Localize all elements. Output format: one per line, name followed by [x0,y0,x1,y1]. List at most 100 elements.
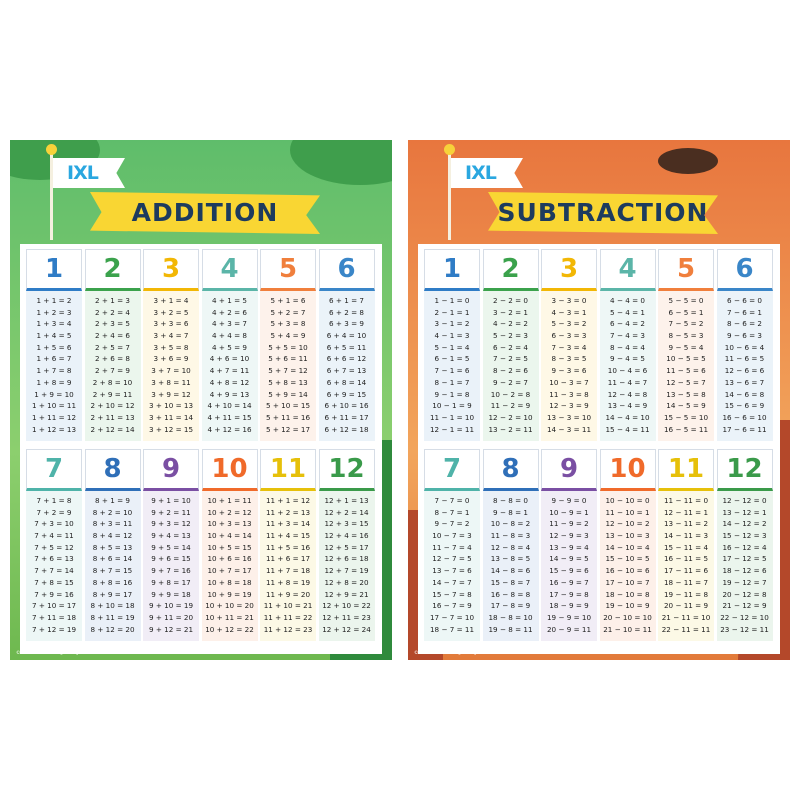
fact: 8 + 7 = 15 [92,566,133,576]
fact: 4 + 2 = 6 [212,307,247,317]
fact-list: 11 + 1 = 12 11 + 2 = 13 11 + 3 = 14 11 + 4 … [260,491,316,641]
fact: 12 − 11 = 1 [663,507,709,517]
fact: 9 − 1 = 8 [434,389,470,399]
fact: 17 − 9 = 8 [549,589,589,599]
fact: 5 + 4 = 9 [270,331,306,341]
fact: 1 + 12 = 13 [31,424,77,434]
fact: 3 + 4 = 7 [153,331,189,341]
fact: 1 + 11 = 12 [31,412,77,422]
table-number: 9 [541,449,597,491]
fact: 2 + 3 = 5 [95,319,130,329]
fact: 11 + 9 = 20 [265,589,311,599]
fact: 16 − 6 = 10 [722,412,767,422]
fact: 10 − 3 = 7 [549,377,589,387]
fact: 12 + 5 = 17 [324,542,369,552]
table-number: 8 [482,449,539,491]
fact: 12 + 3 = 15 [324,519,369,529]
table-number: 4 [201,249,258,291]
fact: 3 + 10 = 13 [148,401,194,411]
fact: 10 − 9 = 1 [549,507,589,517]
fact-table: 12 12 + 1 = 13 12 + 2 = 14 12 + 3 = 15 12 + … [318,449,375,641]
table-number: 2 [482,249,539,291]
flag-knob [46,144,57,155]
fact: 12 + 12 = 24 [322,624,371,634]
fact: 8 + 12 = 20 [90,624,135,634]
fact: 7 + 3 = 10 [34,519,74,529]
fact: 14 − 7 = 7 [432,577,472,587]
fact-table: 10 10 + 1 = 11 10 + 2 = 12 10 + 3 = 13 10 + … [201,449,258,641]
table-number: 5 [658,249,714,291]
fact: 9 + 10 = 19 [148,601,194,611]
fact: 16 − 11 = 5 [663,554,709,564]
fact: 11 − 8 = 3 [490,531,531,541]
fact-table: 6 6 − 6 = 0 7 − 6 = 1 8 − 6 = 2 9 − 6 = 3 10 … [716,249,773,441]
fact: 9 + 8 = 17 [151,577,191,587]
fact: 3 + 6 = 9 [153,354,189,364]
fact: 23 − 12 = 11 [720,624,769,634]
fact: 12 − 12 = 0 [722,496,767,505]
table-number: 4 [599,249,656,291]
fact: 5 + 6 = 11 [268,354,308,364]
fact: 3 + 5 = 8 [153,342,189,352]
fact: 4 + 8 = 12 [209,377,250,387]
fact: 17 − 7 = 10 [429,612,475,622]
fact: 16 − 12 = 4 [722,542,767,552]
fact: 1 + 9 = 10 [34,389,74,399]
fact: 9 + 5 = 14 [151,542,191,552]
fact: 5 + 12 = 17 [265,424,311,434]
fact: 6 − 6 = 0 [727,296,762,305]
fact: 7 − 6 = 1 [727,307,762,317]
fact: 11 − 3 = 8 [549,389,589,399]
fact: 18 − 7 = 11 [429,624,475,634]
fact: 1 + 3 = 4 [36,319,72,329]
fact: 11 + 4 = 15 [265,531,311,541]
fact: 10 + 1 = 11 [207,496,252,505]
fact: 8 + 1 = 9 [95,496,130,505]
fact: 6 + 12 = 18 [324,424,369,434]
fact: 17 − 8 = 9 [490,601,531,611]
fact: 8 − 3 = 5 [551,354,587,364]
fact: 8 − 6 = 2 [727,319,762,329]
fact: 3 + 2 = 5 [153,307,189,317]
flag-knob [444,144,455,155]
fact: 16 − 9 = 7 [549,577,589,587]
fact: 11 + 3 = 14 [265,519,311,529]
fact: 18 − 8 = 10 [488,612,533,622]
table-number: 8 [84,449,141,491]
fact: 3 + 1 = 4 [153,296,189,305]
fact: 1 + 1 = 2 [36,296,72,305]
fact: 22 − 11 = 11 [661,624,711,634]
fact: 11 + 10 = 21 [263,601,313,611]
fact: 19 − 8 = 11 [488,624,533,634]
fact: 15 − 12 = 3 [722,531,767,541]
fact: 6 + 10 = 16 [324,401,369,411]
fact: 12 − 1 = 11 [429,424,475,434]
fact-list: 10 + 1 = 11 10 + 2 = 12 10 + 3 = 13 10 + 4 … [201,491,258,641]
fact: 9 + 2 = 11 [151,507,191,517]
fact: 6 + 4 = 10 [326,331,367,341]
fact: 8 − 5 = 3 [668,331,704,341]
table-number: 12 [318,449,375,491]
table-number: 6 [716,249,773,291]
fact: 14 − 5 = 9 [666,401,706,411]
fact: 12 + 6 = 18 [324,554,369,564]
fact: 17 − 10 = 7 [605,577,650,587]
fact: 5 − 3 = 2 [551,319,587,329]
fact: 13 − 4 = 9 [607,401,648,411]
fact: 20 − 9 = 11 [546,624,592,634]
fact: 5 + 2 = 7 [270,307,306,317]
fact: 3 − 1 = 2 [434,319,470,329]
fact: 10 − 5 = 5 [666,354,706,364]
fact: 19 − 11 = 8 [663,589,709,599]
